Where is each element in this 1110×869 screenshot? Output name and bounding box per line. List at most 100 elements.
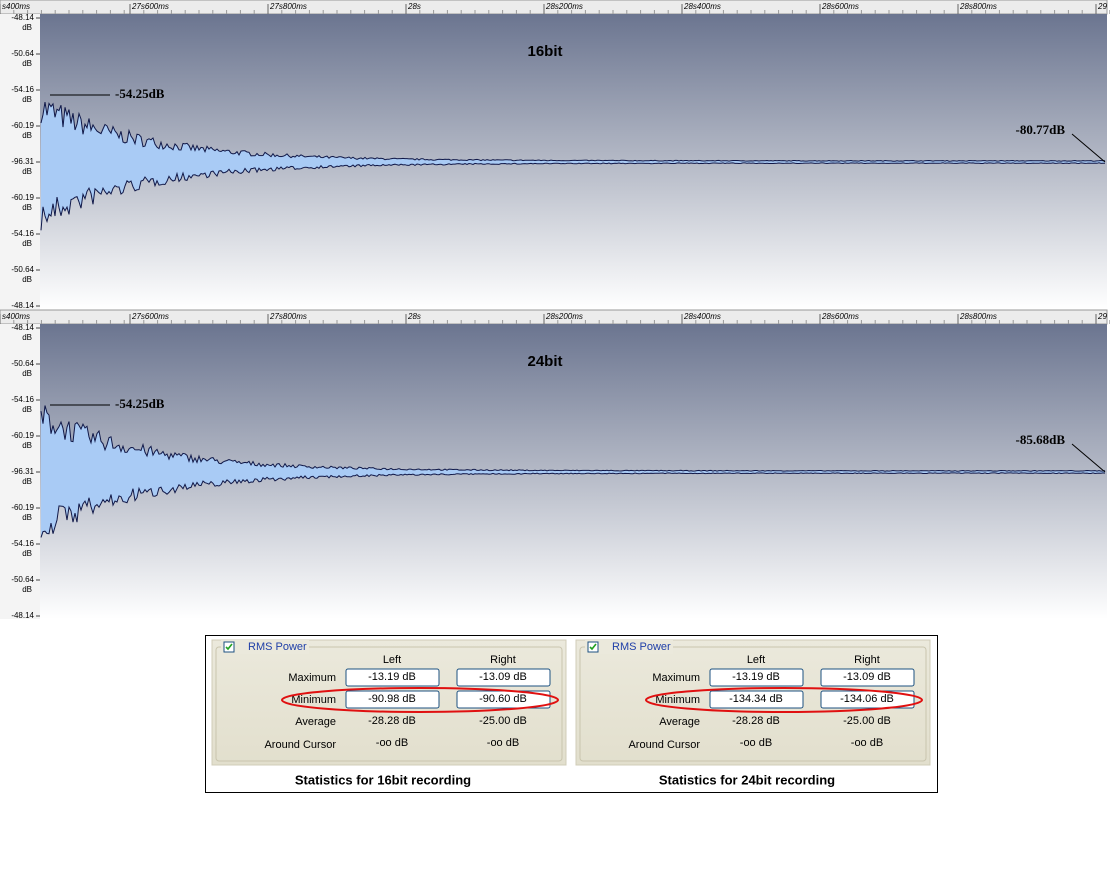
- dB-unit: dB: [22, 167, 32, 176]
- group-frame: [579, 646, 927, 762]
- ruler-label: 28s: [407, 2, 421, 11]
- dB-unit: dB: [22, 333, 32, 342]
- value: -13.09 dB: [479, 671, 527, 683]
- group-title-bg: [585, 640, 673, 654]
- ruler-label: 28s400ms: [683, 312, 721, 321]
- dB-unit: dB: [22, 513, 32, 522]
- peak-label: -54.25dB: [115, 86, 165, 101]
- dB-unit: dB: [22, 549, 32, 558]
- waveform-title: 24bit: [527, 353, 562, 370]
- ruler-label: 28s600ms: [821, 312, 859, 321]
- dB-label: -54.16: [11, 539, 34, 548]
- waveform-fill: [41, 102, 1105, 231]
- value: -28.28 dB: [732, 715, 780, 727]
- section-title: RMS Power: [248, 641, 307, 653]
- value: -oo dB: [851, 737, 883, 749]
- waveform-title: 16bit: [527, 43, 562, 60]
- value: -134.06 dB: [840, 693, 894, 705]
- value: -oo dB: [376, 737, 408, 749]
- dB-label: -96.31: [11, 467, 34, 476]
- dB-label: -54.16: [11, 85, 34, 94]
- value: -90.98 dB: [368, 693, 416, 705]
- highlight-ellipse: [645, 687, 923, 713]
- dB-unit: dB: [22, 405, 32, 414]
- value: -13.19 dB: [368, 671, 416, 683]
- dB-label: -60.19: [11, 193, 34, 202]
- dB-label: -60.19: [11, 503, 34, 512]
- ruler-label: 27s600ms: [131, 312, 169, 321]
- row-label: Around Cursor: [628, 739, 700, 751]
- checkmark: [589, 643, 597, 651]
- ruler-label: 28s200ms: [545, 2, 583, 11]
- ruler-label: 27s800ms: [269, 2, 307, 11]
- value: -oo dB: [740, 737, 772, 749]
- group-title-bg: [221, 640, 309, 654]
- ruler-label: s400ms: [2, 312, 30, 321]
- ruler-label: 29: [1097, 312, 1107, 321]
- value: -90.60 dB: [479, 693, 527, 705]
- value-box: [820, 668, 915, 687]
- dB-unit: dB: [22, 275, 32, 284]
- dB-label: -50.64: [11, 49, 34, 58]
- ruler-label: 28s800ms: [959, 312, 997, 321]
- row-label: Around Cursor: [264, 739, 336, 751]
- peak-label: -54.25dB: [115, 396, 165, 411]
- ruler-label: 27s800ms: [269, 312, 307, 321]
- ruler-label: 27s600ms: [131, 2, 169, 11]
- column-header: Left: [747, 654, 765, 666]
- caption: Statistics for 16bit recording: [295, 772, 471, 787]
- waveform-fill: [41, 405, 1105, 538]
- dB-label: -60.19: [11, 121, 34, 130]
- value-box: [345, 690, 440, 709]
- value: -25.00 dB: [479, 715, 527, 727]
- ruler-label: 28s400ms: [683, 2, 721, 11]
- column-header: Left: [383, 654, 401, 666]
- row-label: Average: [295, 716, 336, 728]
- dB-scale-column: [0, 324, 40, 619]
- dB-unit: dB: [22, 95, 32, 104]
- dB-label: -60.19: [11, 431, 34, 440]
- dB-label: -96.31: [11, 157, 34, 166]
- dB-label: -48.14: [11, 323, 34, 332]
- value-box: [709, 690, 804, 709]
- dB-unit: dB: [22, 23, 32, 32]
- section-title: RMS Power: [612, 641, 671, 653]
- ruler-label: 28s600ms: [821, 2, 859, 11]
- caption: Statistics for 24bit recording: [659, 772, 835, 787]
- dB-unit: dB: [22, 59, 32, 68]
- value: -13.19 dB: [732, 671, 780, 683]
- dB-unit: dB: [22, 239, 32, 248]
- waveform-upper: [40, 405, 1106, 472]
- dB-unit: dB: [22, 203, 32, 212]
- tail-label: -85.68dB: [1016, 432, 1066, 447]
- dB-scale-column: [0, 14, 40, 309]
- dB-label: -54.16: [11, 229, 34, 238]
- waveform-upper: [40, 102, 1106, 162]
- dB-label: -54.16: [11, 395, 34, 404]
- row-label: Maximum: [652, 672, 700, 684]
- dB-label: -48.14: [11, 13, 34, 22]
- row-label: Average: [659, 716, 700, 728]
- dB-label: -48.14: [11, 611, 34, 620]
- waveform-lower: [40, 472, 1106, 538]
- dB-unit: dB: [22, 477, 32, 486]
- value-box: [456, 668, 551, 687]
- dB-label: -50.64: [11, 575, 34, 584]
- ruler-label: 29: [1097, 2, 1107, 11]
- group-frame: [215, 646, 563, 762]
- waveform-lower: [40, 162, 1105, 231]
- dB-label: -48.14: [11, 301, 34, 310]
- ruler-label: s400ms: [2, 2, 30, 11]
- value-box: [709, 668, 804, 687]
- dB-label: -50.64: [11, 359, 34, 368]
- value: -oo dB: [487, 737, 519, 749]
- ruler-label: 28s800ms: [959, 2, 997, 11]
- dB-label: -50.64: [11, 265, 34, 274]
- dB-unit: dB: [22, 585, 32, 594]
- tail-label: -80.77dB: [1016, 122, 1066, 137]
- row-label: Minimum: [291, 694, 336, 706]
- column-header: Right: [490, 654, 516, 666]
- dB-unit: dB: [22, 369, 32, 378]
- tail-marker: [1071, 443, 1106, 473]
